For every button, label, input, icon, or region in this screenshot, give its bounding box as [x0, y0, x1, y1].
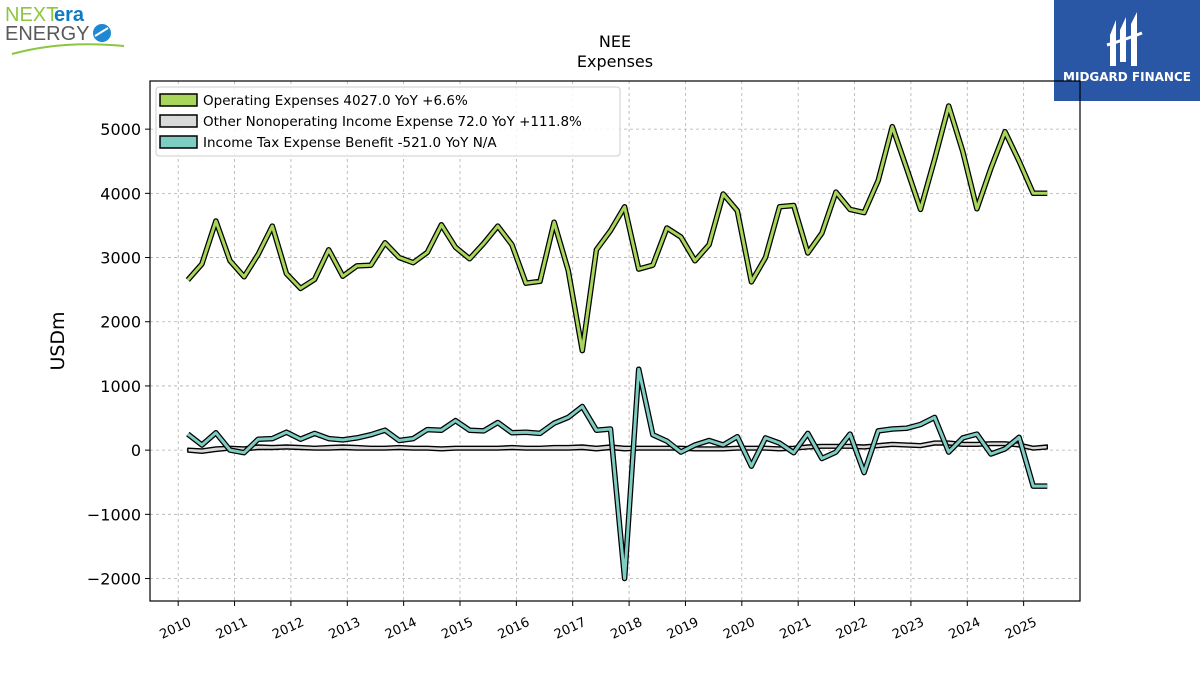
series-layer [185, 103, 1048, 582]
x-tick-label: 2021 [778, 615, 814, 643]
logo-next-text: NEXT [5, 4, 58, 26]
x-tick-label: 2023 [890, 615, 926, 643]
x-tick-label: 2025 [1003, 615, 1039, 643]
x-tick-label: 2020 [721, 615, 757, 643]
x-tick-label: 2018 [608, 615, 644, 643]
legend-swatch [159, 93, 198, 107]
legend: Operating Expenses 4027.0 YoY +6.6% Other… [155, 86, 621, 157]
y-axis-ticks: −2000 −1000 0 1000 2000 3000 4000 5000 [87, 120, 150, 589]
x-tick-label: 2011 [214, 615, 250, 643]
y-tick-label: 1000 [100, 377, 141, 396]
series-1 [185, 103, 1048, 354]
series-2 [187, 440, 1048, 454]
y-tick-label: 3000 [100, 249, 141, 268]
legend-label: Other Nonoperating Income Expense 72.0 Y… [203, 114, 582, 130]
y-tick-label: 5000 [100, 120, 141, 139]
nextera-energy-logo: NEXT era ENERGY [5, 4, 125, 55]
y-tick-label: 4000 [100, 184, 141, 203]
x-tick-label: 2019 [665, 615, 701, 643]
y-axis-label: USDm [47, 311, 69, 370]
y-tick-label: −2000 [87, 570, 141, 589]
y-tick-label: −1000 [87, 505, 141, 524]
legend-swatch [159, 135, 198, 149]
x-tick-label: 2010 [158, 615, 194, 643]
x-tick-label: 2013 [327, 615, 363, 643]
midgard-finance-text: MIDGARD FINANCE [1063, 70, 1191, 84]
x-tick-label: 2016 [496, 615, 532, 643]
legend-box [155, 86, 621, 157]
x-tick-label: 2024 [947, 615, 983, 643]
series-line [186, 104, 1048, 353]
legend-label: Income Tax Expense Benefit -521.0 YoY N/… [203, 135, 497, 151]
legend-swatch [159, 114, 198, 128]
chart-subtitle: Expenses [577, 52, 653, 71]
x-tick-label: 2015 [439, 615, 475, 643]
logo-energy-text: ENERGY [5, 23, 89, 45]
series-line [186, 367, 1048, 580]
y-tick-label: 0 [131, 441, 141, 460]
midgard-mark-icon: MIDGARD FINANCE [1063, 12, 1191, 84]
logo-era-text: era [54, 4, 85, 26]
y-tick-label: 2000 [100, 313, 141, 332]
chart-title: NEE [599, 32, 631, 51]
legend-label: Operating Expenses 4027.0 YoY +6.6% [203, 93, 468, 109]
x-axis-ticks: 2010 2011 2012 2013 2014 2015 2016 2017 2018 2019… [158, 601, 1039, 643]
x-tick-label: 2012 [270, 615, 306, 643]
x-tick-label: 2014 [383, 615, 419, 643]
x-tick-label: 2022 [834, 615, 870, 643]
grid [150, 81, 1080, 601]
series-3 [186, 366, 1048, 582]
plot-frame [149, 80, 1081, 602]
midgard-finance-logo: MIDGARD FINANCE [1054, 0, 1200, 101]
x-tick-label: 2017 [552, 615, 588, 643]
series-outline [186, 366, 1048, 582]
logo-swoosh-icon [11, 43, 125, 55]
series-band [187, 440, 1048, 454]
